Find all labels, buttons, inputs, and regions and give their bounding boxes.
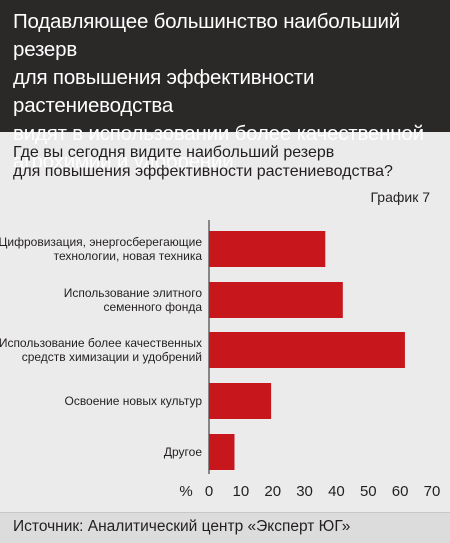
x-tick-label-0: 0 [205,483,213,500]
bar-5 [209,434,235,470]
bar-chart: Цифровизация, энергосберегающие технологи… [0,220,441,500]
category-label-4: Освоение новых культур [64,394,202,408]
category-label-3: Использование более качественных средств … [0,336,202,364]
category-label-1: Цифровизация, энергосберегающие технологи… [0,235,202,263]
category-label-2: Использование элитного семенного фонда [64,286,203,314]
x-tick-label-60: 60 [392,483,409,500]
bar-4 [209,383,272,419]
survey-question: Где вы сегодня видите наибольший резерв … [13,144,393,180]
x-unit-label: % [179,483,192,500]
x-tick-label-40: 40 [328,483,345,500]
category-label-5: Другое [164,445,202,459]
header-banner: Подавляющее большинство наибольший резер… [0,0,450,173]
headline: Подавляющее большинство наибольший резер… [13,10,424,173]
x-tick-label-50: 50 [360,483,377,500]
bar-1 [209,231,326,267]
graph-number-label: График 7 [370,189,430,205]
bar-2 [209,282,343,318]
source-footer: Источник: Аналитический центр «Эксперт Ю… [0,512,450,543]
x-tick-label-30: 30 [296,483,313,500]
x-tick-label-10: 10 [233,483,250,500]
x-tick-label-70: 70 [424,483,441,500]
x-tick-label-20: 20 [264,483,281,500]
bar-3 [209,332,405,368]
